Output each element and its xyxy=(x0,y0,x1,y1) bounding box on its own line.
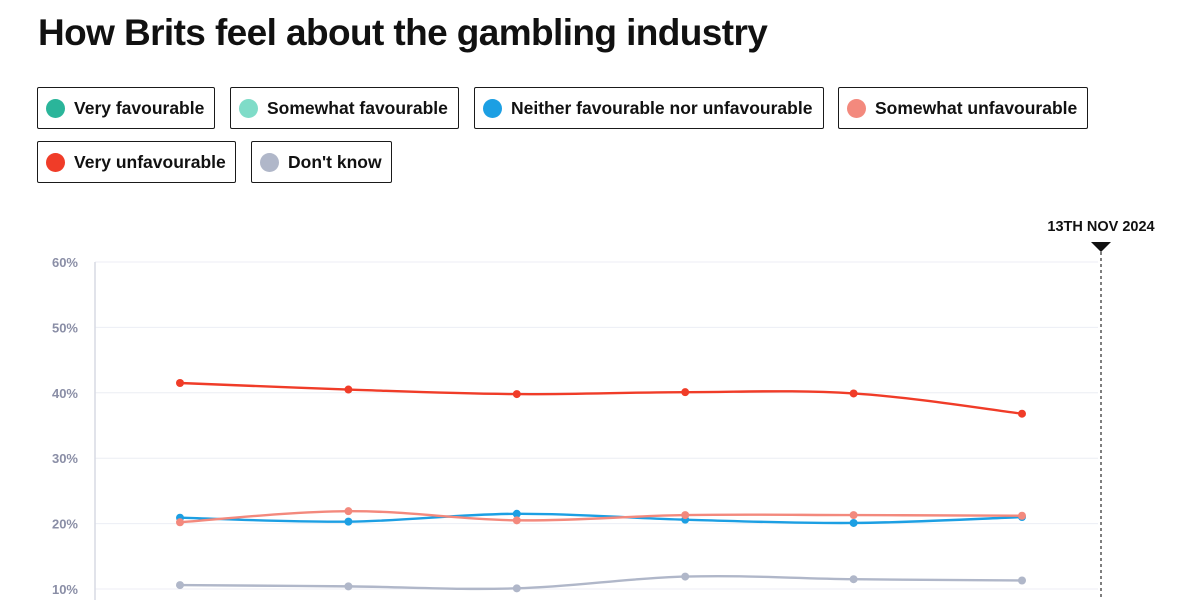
data-point-somewhat-unfavourable xyxy=(176,518,184,527)
y-tick-label: 50% xyxy=(52,320,78,335)
date-marker-arrow-icon xyxy=(1091,242,1111,252)
series-line-neither-favourable-nor-unfavourable xyxy=(179,512,1023,525)
data-point-don-t-know xyxy=(681,572,690,581)
data-point-somewhat-unfavourable xyxy=(681,511,690,520)
legend-dot-icon xyxy=(46,98,65,118)
legend-item-neither[interactable]: Neither favourable nor unfavourable xyxy=(474,87,824,129)
legend-item-somewhat-unfavourable[interactable]: Somewhat unfavourable xyxy=(838,87,1088,129)
y-tick-label: 60% xyxy=(52,255,78,270)
legend-dot-icon xyxy=(260,152,279,172)
legend-dot-icon xyxy=(239,98,258,118)
data-point-don-t-know xyxy=(176,581,184,590)
data-point-somewhat-unfavourable xyxy=(344,507,353,516)
data-point-don-t-know xyxy=(849,575,858,584)
legend-item-very-unfavourable[interactable]: Very unfavourable xyxy=(37,141,236,183)
legend-label: Very favourable xyxy=(74,97,205,118)
legend-label: Somewhat unfavourable xyxy=(875,97,1078,118)
data-point-somewhat-unfavourable xyxy=(1018,511,1026,520)
data-point-neither-favourable-nor-unfavourable xyxy=(512,509,521,518)
data-point-somewhat-unfavourable xyxy=(512,516,521,525)
data-point-don-t-know xyxy=(1018,576,1026,585)
legend-label: Neither favourable nor unfavourable xyxy=(511,97,813,118)
data-point-very-unfavourable xyxy=(344,385,353,394)
legend-label: Somewhat favourable xyxy=(267,97,448,118)
data-point-very-unfavourable xyxy=(512,390,521,399)
legend-item-somewhat-favourable[interactable]: Somewhat favourable xyxy=(230,87,459,129)
y-tick-label: 40% xyxy=(52,386,78,401)
data-point-very-unfavourable xyxy=(849,389,858,398)
data-point-somewhat-unfavourable xyxy=(849,511,858,520)
date-marker-label: 13TH NOV 2024 xyxy=(1047,219,1154,235)
legend-item-very-favourable[interactable]: Very favourable xyxy=(37,87,215,129)
data-point-very-unfavourable xyxy=(176,378,184,387)
data-point-very-unfavourable xyxy=(681,388,690,397)
legend-label: Don't know xyxy=(288,151,382,172)
data-point-don-t-know xyxy=(344,582,353,591)
data-point-very-unfavourable xyxy=(1018,409,1026,418)
series-line-somewhat-unfavourable xyxy=(179,509,1023,524)
chart-title: How Brits feel about the gambling indust… xyxy=(38,12,768,53)
y-tick-label: 20% xyxy=(52,517,78,532)
legend-dot-icon xyxy=(847,98,866,118)
data-point-neither-favourable-nor-unfavourable xyxy=(849,518,858,527)
legend-label: Very unfavourable xyxy=(74,151,226,172)
data-point-neither-favourable-nor-unfavourable xyxy=(344,517,353,526)
data-point-don-t-know xyxy=(512,584,521,593)
legend-dot-icon xyxy=(46,152,65,172)
series-line-don-t-know xyxy=(179,574,1023,591)
y-tick-label: 30% xyxy=(52,451,78,466)
legend-item-dont-know[interactable]: Don't know xyxy=(251,141,392,183)
series-line-very-unfavourable xyxy=(179,381,1023,415)
legend-dot-icon xyxy=(483,98,502,118)
y-tick-label: 10% xyxy=(52,582,78,597)
